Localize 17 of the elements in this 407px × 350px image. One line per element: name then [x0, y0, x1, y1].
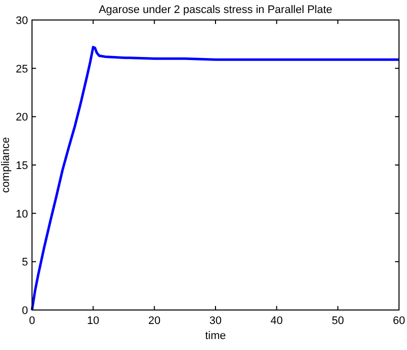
x-axis-title: time: [205, 330, 226, 342]
x-tick-label: 50: [332, 315, 344, 327]
x-tick-label: 60: [392, 315, 406, 327]
y-tick-label: 10: [16, 208, 28, 220]
x-tick-label: 40: [270, 315, 283, 327]
line-series: [30, 46, 400, 312]
y-tick-label: 5: [22, 256, 28, 269]
x-tick-label: 20: [148, 315, 160, 327]
x-tick-label: 10: [87, 315, 100, 327]
x-tick-label: 30: [209, 315, 222, 327]
y-tick-label: 25: [16, 63, 28, 76]
chart-title: Agarose under 2 pascals stress in Parallel Plate: [98, 4, 332, 16]
y-tick-label: 20: [16, 112, 28, 124]
y-tick-label: 30: [16, 15, 28, 27]
y-tick-label: 0: [22, 305, 28, 317]
y-axis-title: compliance: [0, 137, 12, 193]
y-tick-label: 15: [16, 160, 28, 172]
